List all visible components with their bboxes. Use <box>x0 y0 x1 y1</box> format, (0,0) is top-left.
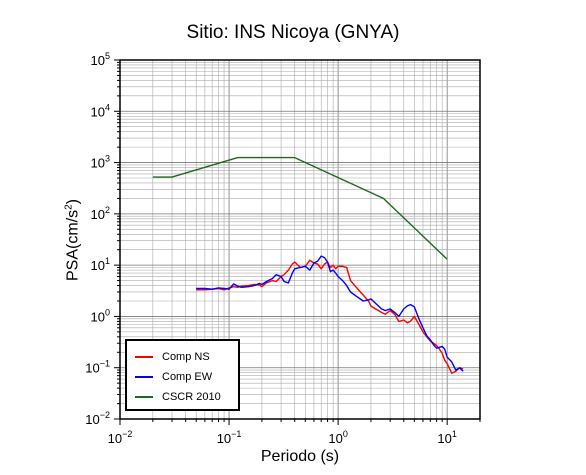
legend-label-cscr: CSCR 2010 <box>162 391 221 403</box>
grid <box>119 59 481 420</box>
x-tick-label: 101 <box>437 429 456 446</box>
legend-entry-ns: Comp NS <box>135 349 210 365</box>
y-tick-label: 10−2 <box>85 410 110 427</box>
x-tick-label: 100 <box>328 429 347 446</box>
y-axis-label: PSA(cm/s2) <box>63 199 82 281</box>
y-tick-label: 10−1 <box>85 359 110 376</box>
legend-swatch-ns <box>135 356 153 358</box>
tick-labels: 10−2 10−1 100 101 10−2 10−1 100 101 102 103 104 105 <box>85 51 457 446</box>
y-tick-label: 105 <box>91 51 110 68</box>
legend-label-ns: Comp NS <box>162 351 210 363</box>
y-tick-label: 100 <box>91 307 110 324</box>
legend: Comp NS Comp EW CSCR 2010 <box>125 339 240 411</box>
y-axis-label-exponent: 2 <box>63 204 75 210</box>
y-tick-label: 101 <box>91 256 110 273</box>
series-comp-ew <box>196 255 464 372</box>
y-tick-label: 104 <box>91 102 110 119</box>
x-axis-label: Periodo (s) <box>260 448 340 465</box>
series-cscr-2010 <box>152 156 448 260</box>
legend-entry-ew: Comp EW <box>135 369 212 385</box>
x-tick-label: 10−2 <box>108 429 133 446</box>
series-group <box>152 156 464 374</box>
y-axis-label-close: ) <box>64 198 82 205</box>
legend-entry-cscr: CSCR 2010 <box>135 389 221 405</box>
legend-swatch-ew <box>135 376 153 378</box>
chart-title: Sitio: INS Nicoya (GNYA) <box>186 22 400 43</box>
ticks <box>114 59 481 425</box>
legend-label-ew: Comp EW <box>162 371 213 383</box>
y-tick-label: 103 <box>91 154 110 171</box>
x-tick-label: 10−1 <box>217 429 242 446</box>
plot-frame <box>119 59 481 420</box>
y-axis-label-text: PSA(cm/s <box>64 209 82 282</box>
y-tick-label: 102 <box>91 205 110 222</box>
legend-swatch-cscr <box>135 396 153 398</box>
